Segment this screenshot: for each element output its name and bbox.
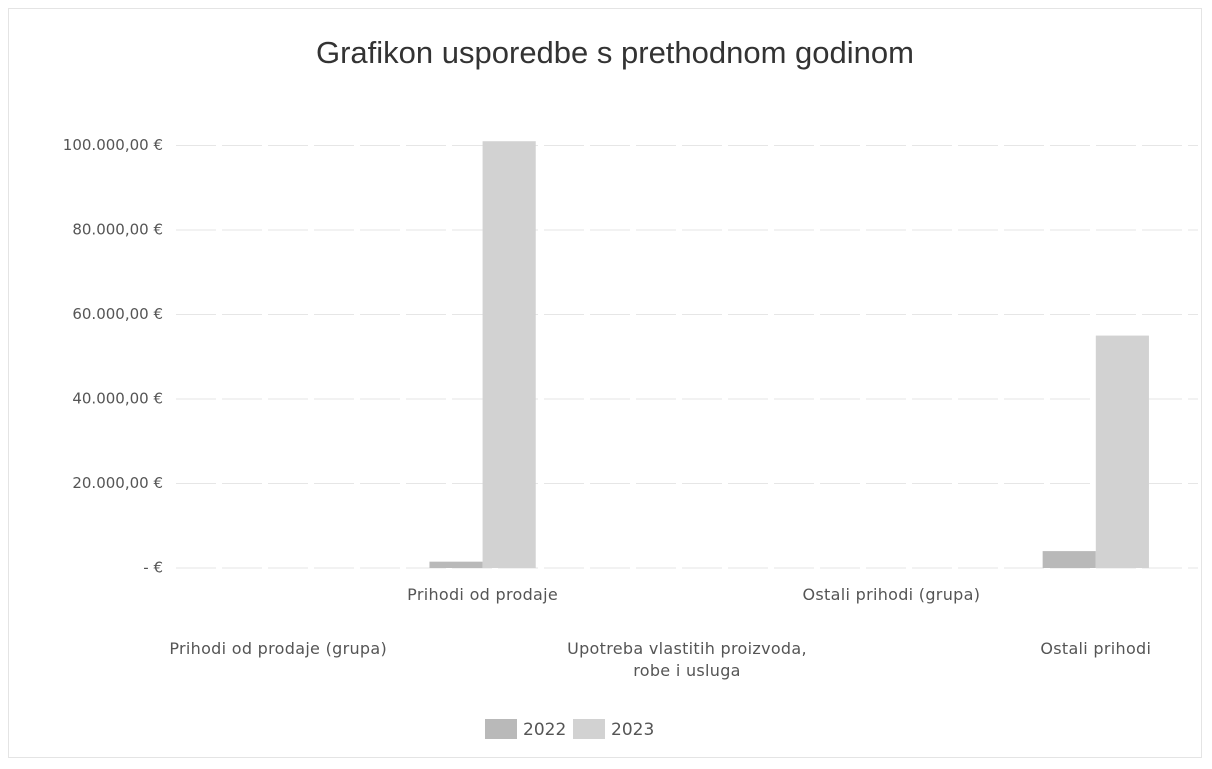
legend-swatch — [573, 719, 605, 739]
chart-frame — [8, 8, 1202, 758]
x-tick-label: Prihodi od prodaje — [407, 585, 559, 604]
legend-label: 2023 — [611, 720, 654, 740]
y-tick-label: 60.000,00 € — [72, 305, 163, 323]
x-tick-label: Ostali prihodi — [1040, 639, 1152, 658]
legend-label: 2022 — [523, 720, 566, 740]
x-tick-label: Ostali prihodi (grupa) — [802, 585, 981, 604]
y-tick-label: 100.000,00 € — [63, 136, 163, 154]
y-tick-label: 20.000,00 € — [72, 474, 163, 492]
y-tick-label: - € — [143, 559, 163, 577]
x-tick-label: Upotreba vlastitih proizvoda, robe i usl… — [567, 639, 807, 680]
chart-title: Grafikon usporedbe s prethodnom godinom — [316, 35, 914, 70]
bar — [429, 561, 483, 568]
y-tick-label: 80.000,00 € — [72, 220, 163, 238]
y-tick-label: 40.000,00 € — [72, 389, 163, 407]
bar — [1042, 551, 1096, 568]
x-tick-label: Prihodi od prodaje (grupa) — [169, 639, 388, 658]
legend-swatch — [485, 719, 517, 739]
bar — [1095, 335, 1149, 568]
bar — [482, 141, 536, 568]
